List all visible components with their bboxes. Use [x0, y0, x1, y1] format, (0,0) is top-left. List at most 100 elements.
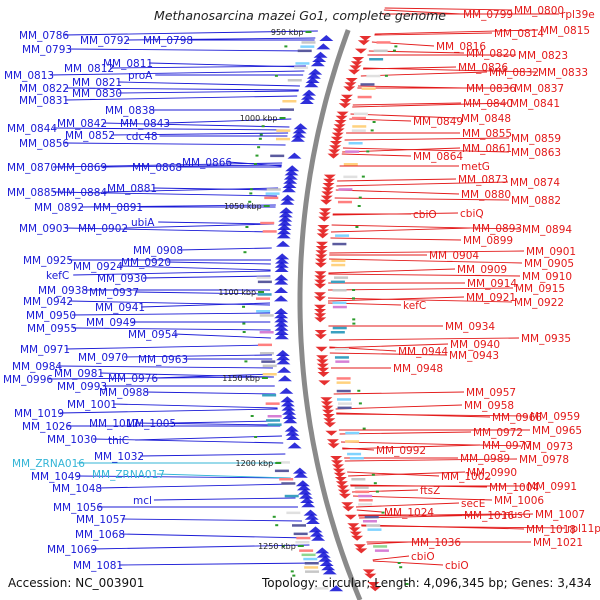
gene-label-left[interactable]: MM_0852: [65, 130, 115, 142]
gene-label-right[interactable]: MM_0921: [466, 292, 516, 304]
gene-label-left[interactable]: MM_0884: [57, 187, 107, 199]
gene-label-left[interactable]: MM_0830: [72, 88, 122, 100]
gene-label-right[interactable]: MM_0799: [463, 9, 513, 21]
gene-label-left[interactable]: MM_0988: [99, 387, 149, 399]
gene-label-right[interactable]: MM_0972: [473, 427, 523, 439]
gene-label-left[interactable]: MM_0831: [19, 95, 69, 107]
gene-label-left[interactable]: MM_0792: [80, 35, 130, 47]
gene-label-right[interactable]: MM_0957: [466, 387, 516, 399]
gene-label-right[interactable]: MM_0873: [458, 174, 508, 186]
gene-label-left[interactable]: MM_0856: [19, 138, 69, 150]
gene-label-right[interactable]: MM_0944: [398, 346, 448, 358]
gene-label-right[interactable]: MM_0848: [461, 113, 511, 125]
gene-label-right[interactable]: MM_0910: [522, 271, 572, 283]
gene-label-right[interactable]: cbiO: [445, 560, 469, 572]
gene-label-right[interactable]: MM_0977: [482, 440, 532, 452]
gene-label-left[interactable]: proA: [128, 70, 153, 82]
gene-label-left[interactable]: MM_0954: [128, 329, 178, 341]
gene-label-right[interactable]: metG: [461, 161, 490, 173]
gene-label-left[interactable]: MM_0843: [120, 118, 170, 130]
gene-label-right[interactable]: MM_0905: [524, 258, 574, 270]
gene-label-left[interactable]: MM_0885: [7, 187, 57, 199]
gene-label-right[interactable]: MM_0826: [458, 62, 508, 74]
gene-label-right[interactable]: MM_0894: [522, 224, 572, 236]
gene-label-left[interactable]: MM_0891: [93, 202, 143, 214]
gene-label-right[interactable]: MM_1016: [464, 510, 514, 522]
gene-label-left[interactable]: thiC: [108, 435, 129, 447]
gene-label-right[interactable]: MM_0948: [393, 363, 443, 375]
gene-label-right[interactable]: MM_0959: [530, 411, 580, 423]
gene-label-right[interactable]: kefC: [403, 300, 426, 312]
gene-label-left[interactable]: MM_0938: [38, 285, 88, 297]
gene-label-right[interactable]: MM_0864: [413, 151, 463, 163]
gene-label-right[interactable]: MM_0861: [462, 143, 512, 155]
gene-label-left[interactable]: mcl: [133, 495, 152, 507]
gene-label-left[interactable]: MM_ZRNA017: [92, 469, 165, 481]
gene-label-left[interactable]: MM_0838: [105, 105, 155, 117]
gene-label-left[interactable]: MM_0811: [103, 58, 153, 70]
gene-label-left[interactable]: MM_0822: [19, 83, 69, 95]
gene-label-right[interactable]: MM_0836: [466, 83, 516, 95]
gene-label-right[interactable]: MM_0800: [514, 5, 564, 17]
gene-label-left[interactable]: MM_0996: [3, 374, 53, 386]
gene-label-right[interactable]: MM_0823: [518, 50, 568, 62]
gene-label-right[interactable]: MM_0978: [519, 454, 569, 466]
gene-label-left[interactable]: MM_0984: [12, 361, 62, 373]
gene-label-left[interactable]: MM_0786: [19, 30, 69, 42]
gene-label-right[interactable]: MM_0855: [462, 128, 512, 140]
gene-label-left[interactable]: MM_1081: [73, 560, 123, 572]
gene-label-right[interactable]: MM_0893: [472, 223, 522, 235]
gene-label-right[interactable]: ftsZ: [420, 485, 440, 497]
gene-label-right[interactable]: MM_0943: [449, 350, 499, 362]
gene-label-left[interactable]: MM_0812: [64, 63, 114, 75]
gene-label-left[interactable]: MM_1068: [75, 529, 125, 541]
gene-label-left[interactable]: MM_0963: [138, 354, 188, 366]
gene-label-left[interactable]: MM_1032: [94, 451, 144, 463]
gene-label-left[interactable]: MM_0924: [73, 261, 123, 273]
gene-label-right[interactable]: nusG: [504, 509, 531, 521]
gene-label-right[interactable]: MM_0874: [510, 177, 560, 189]
gene-label-right[interactable]: MM_0992: [376, 445, 426, 457]
gene-label-left[interactable]: MM_1017: [89, 418, 139, 430]
gene-label-right[interactable]: MM_0849: [413, 116, 463, 128]
gene-label-right[interactable]: MM_0814: [494, 28, 544, 40]
gene-label-right[interactable]: MM_0859: [511, 133, 561, 145]
gene-label-left[interactable]: MM_0881: [107, 183, 157, 195]
gene-label-right[interactable]: rpl11p: [567, 523, 600, 535]
gene-label-left[interactable]: MM_0976: [108, 373, 158, 385]
gene-label-right[interactable]: MM_0833: [538, 67, 588, 79]
gene-label-right[interactable]: MM_0840: [463, 98, 513, 110]
gene-label-left[interactable]: MM_0869: [57, 162, 107, 174]
gene-label-left[interactable]: MM_0844: [7, 123, 57, 135]
gene-label-right[interactable]: cbiQ: [460, 208, 484, 220]
gene-label-right[interactable]: MM_0934: [445, 321, 495, 333]
gene-label-right[interactable]: MM_1007: [535, 509, 585, 521]
gene-label-right[interactable]: MM_1018: [526, 524, 576, 536]
gene-label-right[interactable]: MM_1006: [494, 495, 544, 507]
gene-label-left[interactable]: MM_0821: [72, 77, 122, 89]
gene-label-right[interactable]: MM_0965: [532, 425, 582, 437]
gene-label-right[interactable]: MM_0816: [436, 41, 486, 53]
gene-label-left[interactable]: MM_0949: [86, 317, 136, 329]
gene-label-right[interactable]: secE: [461, 498, 485, 510]
gene-label-left[interactable]: MM_0813: [4, 70, 54, 82]
gene-label-right[interactable]: cbiO: [413, 209, 437, 221]
gene-label-right[interactable]: MM_0841: [510, 98, 560, 110]
gene-label-right[interactable]: MM_0880: [461, 189, 511, 201]
gene-label-right[interactable]: MM_0958: [464, 400, 514, 412]
gene-label-right[interactable]: MM_0832: [489, 67, 539, 79]
gene-label-left[interactable]: MM_0798: [143, 35, 193, 47]
gene-label-left[interactable]: kefC: [46, 270, 69, 282]
gene-label-left[interactable]: MM_0955: [27, 323, 77, 335]
gene-label-left[interactable]: MM_0971: [20, 344, 70, 356]
gene-label-right[interactable]: MM_0991: [527, 481, 577, 493]
gene-label-left[interactable]: MM_1026: [22, 421, 72, 433]
gene-label-left[interactable]: MM_0866: [182, 157, 232, 169]
gene-label-left[interactable]: MM_0868: [132, 162, 182, 174]
gene-label-left[interactable]: MM_0870: [7, 162, 57, 174]
gene-label-right[interactable]: MM_0914: [467, 278, 517, 290]
gene-label-left[interactable]: MM_1005: [126, 418, 176, 430]
gene-label-left[interactable]: MM_1069: [47, 544, 97, 556]
gene-label-right[interactable]: MM_0922: [514, 297, 564, 309]
